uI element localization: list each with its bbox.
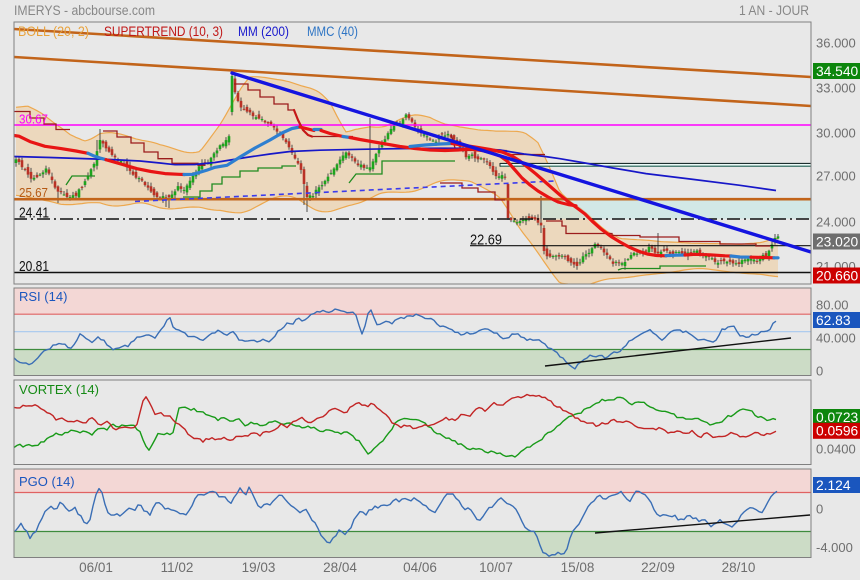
svg-text:0: 0 bbox=[816, 502, 823, 517]
svg-text:24.41: 24.41 bbox=[19, 204, 49, 221]
svg-text:20.81: 20.81 bbox=[19, 258, 49, 275]
svg-text:06/01: 06/01 bbox=[79, 560, 113, 575]
svg-text:IMERYS - abcbourse.com: IMERYS - abcbourse.com bbox=[14, 3, 155, 18]
svg-text:22/09: 22/09 bbox=[641, 560, 675, 575]
svg-text:23.020: 23.020 bbox=[816, 234, 859, 249]
svg-text:RSI (14): RSI (14) bbox=[19, 289, 67, 304]
svg-text:33.000: 33.000 bbox=[816, 81, 856, 96]
svg-text:40.000: 40.000 bbox=[816, 331, 856, 346]
svg-text:04/06: 04/06 bbox=[403, 560, 437, 575]
svg-text:SUPERTREND (10, 3): SUPERTREND (10, 3) bbox=[104, 24, 223, 39]
svg-text:MM (200): MM (200) bbox=[238, 24, 289, 39]
svg-text:30.67: 30.67 bbox=[19, 112, 48, 127]
svg-text:28/10: 28/10 bbox=[722, 560, 756, 575]
svg-text:25.67: 25.67 bbox=[19, 185, 48, 200]
svg-text:15/08: 15/08 bbox=[561, 560, 595, 575]
svg-text:62.83: 62.83 bbox=[816, 313, 851, 328]
svg-text:19/03: 19/03 bbox=[242, 560, 276, 575]
svg-text:MMC (40): MMC (40) bbox=[307, 24, 358, 39]
svg-text:10/07: 10/07 bbox=[479, 560, 513, 575]
svg-text:24.000: 24.000 bbox=[816, 215, 856, 230]
svg-text:PGO (14): PGO (14) bbox=[19, 474, 75, 489]
svg-text:1 AN - JOUR: 1 AN - JOUR bbox=[739, 3, 809, 18]
svg-text:-4.000: -4.000 bbox=[816, 540, 853, 555]
svg-text:34.540: 34.540 bbox=[816, 64, 859, 79]
svg-text:36.000: 36.000 bbox=[816, 36, 856, 51]
svg-text:0.0400: 0.0400 bbox=[816, 442, 856, 457]
svg-text:28/04: 28/04 bbox=[323, 560, 357, 575]
svg-text:22.69: 22.69 bbox=[470, 232, 502, 249]
svg-text:27.000: 27.000 bbox=[816, 169, 856, 184]
svg-text:0.0596: 0.0596 bbox=[816, 424, 859, 439]
svg-text:20.660: 20.660 bbox=[816, 268, 859, 283]
svg-text:0: 0 bbox=[816, 364, 823, 379]
svg-text:30.000: 30.000 bbox=[816, 126, 856, 141]
svg-text:VORTEX (14): VORTEX (14) bbox=[19, 382, 99, 397]
svg-text:80.00: 80.00 bbox=[816, 298, 849, 313]
svg-text:0.0723: 0.0723 bbox=[816, 410, 859, 425]
svg-text:11/02: 11/02 bbox=[161, 560, 194, 575]
svg-text:BOLL (20, 2): BOLL (20, 2) bbox=[18, 24, 89, 39]
svg-text:2.124: 2.124 bbox=[816, 478, 851, 493]
